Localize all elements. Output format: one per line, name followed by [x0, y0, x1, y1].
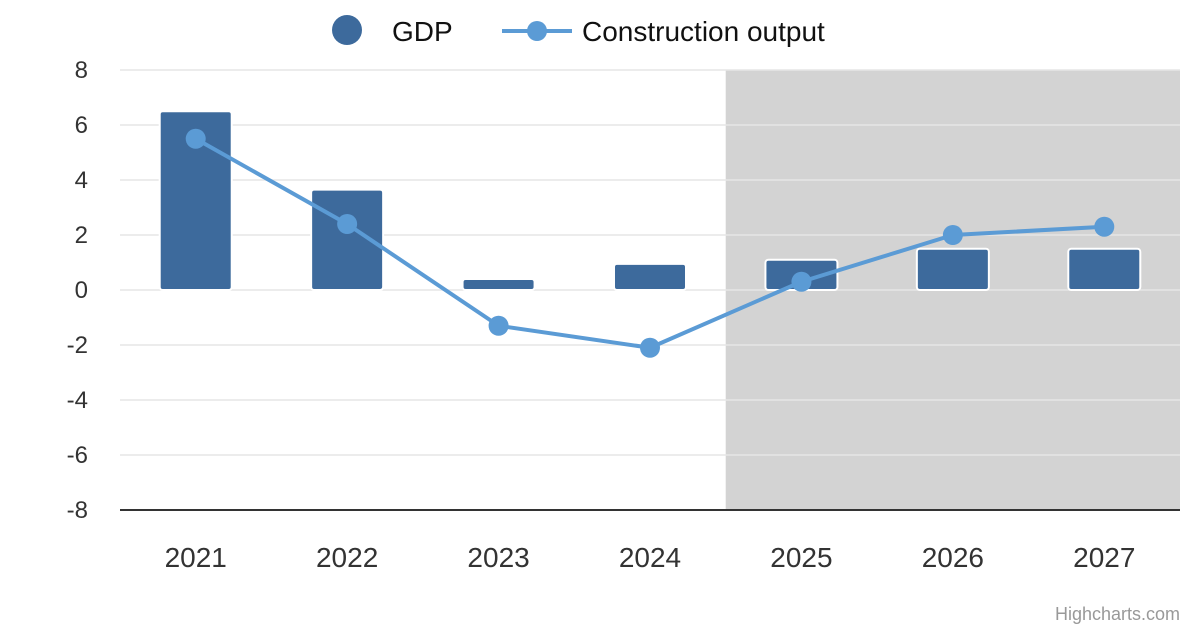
x-tick-label: 2025 [770, 542, 832, 573]
construction-output-point[interactable] [640, 337, 660, 358]
x-tick-label: 2023 [467, 542, 529, 573]
x-tick-label: 2021 [165, 542, 227, 573]
construction-output-point[interactable] [1094, 216, 1115, 237]
gdp-legend-marker [332, 15, 362, 45]
legend[interactable]: GDP Construction output [332, 15, 825, 47]
x-tick-label: 2026 [922, 542, 984, 573]
x-tick-label: 2024 [619, 542, 681, 573]
construction-output-point[interactable] [185, 128, 206, 149]
construction-output-line[interactable] [185, 128, 1115, 358]
x-tick-label: 2022 [316, 542, 378, 573]
x-tick-label: 2027 [1073, 542, 1135, 573]
x-axis-ticks: 2021 2022 2023 2024 2025 2026 2027 [165, 542, 1136, 573]
y-tick-label: -8 [67, 497, 88, 524]
gdp-bars[interactable] [158, 110, 1142, 291]
y-tick-label: -6 [67, 442, 88, 469]
y-axis-ticks: 8 6 4 2 0 -2 -4 -6 -8 [67, 57, 88, 524]
construction-legend-marker [527, 21, 547, 41]
gdp-bar[interactable] [158, 110, 233, 291]
gdp-bar[interactable] [613, 262, 687, 291]
y-tick-label: 6 [75, 112, 88, 139]
legend-item-gdp[interactable]: GDP [332, 15, 453, 47]
construction-output-point[interactable] [791, 271, 812, 292]
construction-legend-label: Construction output [582, 16, 825, 47]
construction-output-point[interactable] [488, 315, 509, 336]
y-tick-label: 4 [75, 167, 88, 194]
legend-item-construction-output[interactable]: Construction output [502, 16, 825, 47]
gdp-bar[interactable] [915, 247, 990, 291]
y-tick-label: 0 [75, 277, 88, 304]
construction-output-point[interactable] [337, 214, 358, 234]
gdp-legend-label: GDP [392, 16, 453, 47]
y-tick-label: 2 [75, 222, 88, 249]
construction-output-point[interactable] [942, 225, 963, 245]
y-tick-label: -2 [67, 332, 88, 359]
chart-credit[interactable]: Highcharts.com [1055, 604, 1180, 624]
gdp-bar[interactable] [461, 278, 536, 291]
gdp-bar[interactable] [1067, 247, 1142, 291]
y-tick-label: -4 [67, 387, 88, 414]
y-tick-label: 8 [75, 57, 88, 84]
